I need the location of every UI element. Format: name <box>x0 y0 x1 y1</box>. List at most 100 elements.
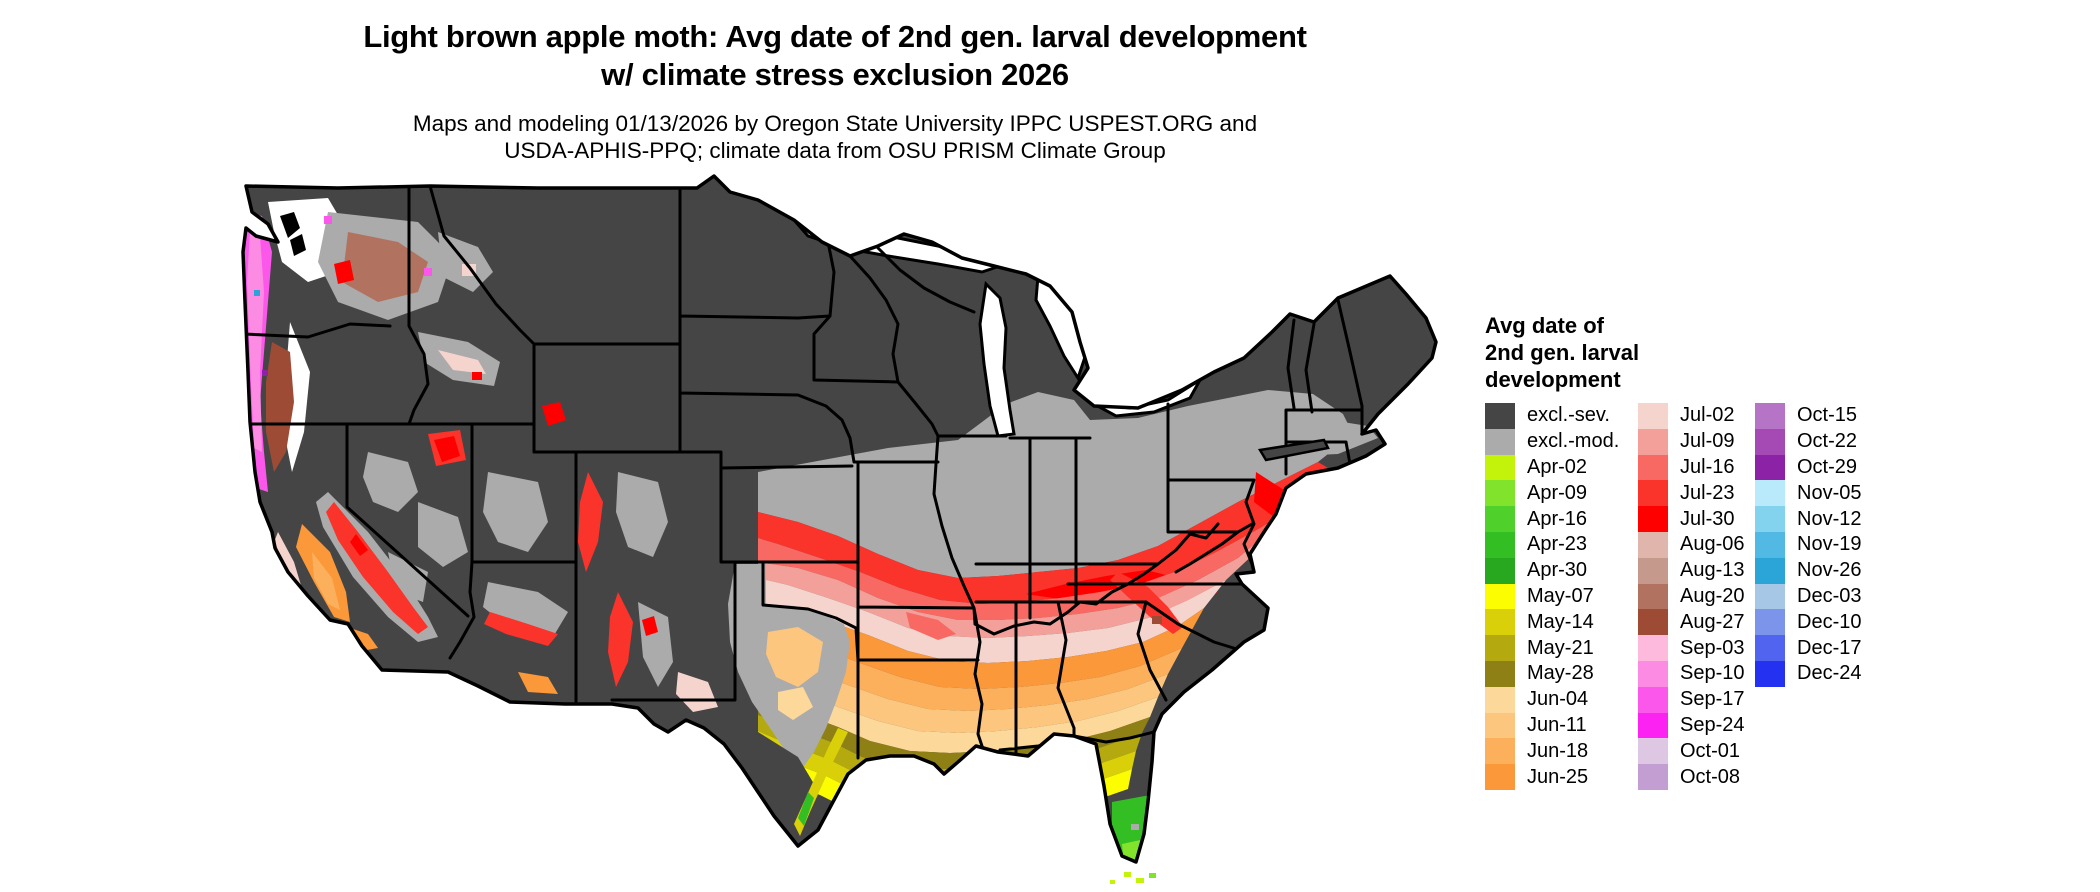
legend-row: excl.-sev. <box>1485 403 1638 429</box>
legend-label: Sep-10 <box>1680 662 1745 685</box>
legend-swatch <box>1485 635 1515 661</box>
legend-row: Jun-04 <box>1485 686 1638 713</box>
legend-row: Oct-15 <box>1755 403 1905 429</box>
legend-label: Aug-27 <box>1680 610 1745 633</box>
legend-title-line1: Avg date of <box>1485 313 1604 338</box>
legend-swatch <box>1755 428 1785 455</box>
legend-column-3: Oct-15 Oct-22 Oct-29 Nov-05 Nov-12 Nov-19 Nov-… <box>1755 403 1905 790</box>
legend-swatch <box>1755 635 1785 661</box>
legend-label: Nov-19 <box>1797 533 1862 556</box>
legend-swatch <box>1638 764 1668 790</box>
legend-swatch <box>1485 531 1515 558</box>
subtitle-line1: Maps and modeling 01/13/2026 by Oregon S… <box>412 111 1258 136</box>
legend-label: Jun-18 <box>1527 739 1589 762</box>
legend-swatch <box>1485 454 1515 481</box>
legend-swatch <box>1638 660 1668 687</box>
legend-label: Jul-16 <box>1680 455 1735 478</box>
map-figure <box>238 172 1453 887</box>
legend-label: Dec-17 <box>1797 636 1862 659</box>
legend-label: May-07 <box>1527 584 1594 607</box>
legend-swatch <box>1638 454 1668 481</box>
legend-label: Aug-06 <box>1680 533 1745 556</box>
legend-label: Oct-22 <box>1797 430 1858 453</box>
legend-label: Jun-04 <box>1527 688 1589 711</box>
legend-row: Jun-25 <box>1485 764 1638 790</box>
legend-swatch <box>1485 506 1515 532</box>
legend-row: Jul-09 <box>1638 428 1755 455</box>
legend-swatch <box>1638 480 1668 507</box>
legend-row: Oct-22 <box>1755 428 1905 455</box>
subtitle: Maps and modeling 01/13/2026 by Oregon S… <box>0 110 1670 164</box>
legend-columns: excl.-sev. excl.-mod. Apr-02 Apr-09 Apr-16 Ap… <box>1485 403 2045 790</box>
legend-row: Sep-17 <box>1638 686 1755 713</box>
legend-label: May-14 <box>1527 610 1594 633</box>
legend-label: Jul-23 <box>1680 481 1735 504</box>
legend-swatch <box>1638 635 1668 661</box>
legend-row: Sep-03 <box>1638 635 1755 661</box>
legend-label: Aug-13 <box>1680 559 1745 582</box>
legend-label: Jul-02 <box>1680 404 1735 427</box>
legend-label: Dec-24 <box>1797 662 1862 685</box>
legend-swatch <box>1485 557 1515 584</box>
legend-swatch <box>1755 480 1785 507</box>
legend-swatch <box>1485 738 1515 765</box>
legend-row: Jun-11 <box>1485 712 1638 739</box>
legend-label: Sep-03 <box>1680 636 1745 659</box>
legend-label: May-21 <box>1527 636 1594 659</box>
legend-label: Nov-05 <box>1797 481 1862 504</box>
legend-row: Dec-10 <box>1755 609 1905 636</box>
legend-row: Nov-12 <box>1755 506 1905 532</box>
legend-swatch <box>1638 712 1668 739</box>
subtitle-line2: USDA-APHIS-PPQ; climate data from OSU PR… <box>504 138 1166 163</box>
legend-label: Oct-08 <box>1680 765 1741 788</box>
legend-label: Apr-09 <box>1527 481 1588 504</box>
legend-label: Jun-11 <box>1527 713 1587 736</box>
legend-row: Sep-24 <box>1638 712 1755 739</box>
legend-label: Jul-30 <box>1680 507 1735 530</box>
legend-swatch <box>1755 660 1785 687</box>
legend-row: Nov-19 <box>1755 531 1905 558</box>
legend-label: Apr-16 <box>1527 507 1588 530</box>
legend-row: Dec-24 <box>1755 660 1905 687</box>
legend-row: Jun-18 <box>1485 738 1638 765</box>
legend-column-1: excl.-sev. excl.-mod. Apr-02 Apr-09 Apr-16 Ap… <box>1485 403 1638 790</box>
legend-row: Jul-16 <box>1638 454 1755 481</box>
legend-label: May-28 <box>1527 662 1594 685</box>
legend-swatch <box>1638 403 1668 429</box>
legend-row: Dec-17 <box>1755 635 1905 661</box>
legend-swatch <box>1638 609 1668 636</box>
legend-swatch <box>1638 506 1668 532</box>
legend-label: Jun-25 <box>1527 765 1589 788</box>
legend-label: Sep-17 <box>1680 688 1745 711</box>
legend-row: May-07 <box>1485 583 1638 610</box>
header: Light brown apple moth: Avg date of 2nd … <box>0 18 1670 164</box>
legend-row: Nov-05 <box>1755 480 1905 507</box>
legend-row: Apr-16 <box>1485 506 1638 532</box>
legend-swatch <box>1755 506 1785 532</box>
legend-row: Oct-01 <box>1638 738 1755 765</box>
legend-row: Nov-26 <box>1755 557 1905 584</box>
legend-swatch <box>1485 712 1515 739</box>
legend-swatch <box>1485 583 1515 610</box>
legend-swatch <box>1638 686 1668 713</box>
page-title-line2: w/ climate stress exclusion 2026 <box>601 57 1069 92</box>
legend-swatch <box>1485 609 1515 636</box>
legend-row: excl.-mod. <box>1485 428 1638 455</box>
legend-swatch <box>1485 480 1515 507</box>
legend-swatch <box>1755 454 1785 481</box>
legend-row: Apr-09 <box>1485 480 1638 507</box>
legend-label: Aug-20 <box>1680 584 1745 607</box>
legend-row: Sep-10 <box>1638 660 1755 687</box>
legend-column-2: Jul-02 Jul-09 Jul-16 Jul-23 Jul-30 Aug-06 Aug-… <box>1638 403 1755 790</box>
legend-swatch <box>1485 686 1515 713</box>
legend-swatch <box>1485 660 1515 687</box>
legend-label: Oct-15 <box>1797 404 1858 427</box>
legend-label: Nov-26 <box>1797 559 1862 582</box>
legend-label: Oct-01 <box>1680 739 1741 762</box>
legend-swatch <box>1485 764 1515 790</box>
legend-swatch <box>1755 531 1785 558</box>
legend-title-line3: development <box>1485 367 1621 392</box>
legend-label: Apr-23 <box>1527 533 1588 556</box>
legend-swatch <box>1638 531 1668 558</box>
legend-row: May-28 <box>1485 660 1638 687</box>
